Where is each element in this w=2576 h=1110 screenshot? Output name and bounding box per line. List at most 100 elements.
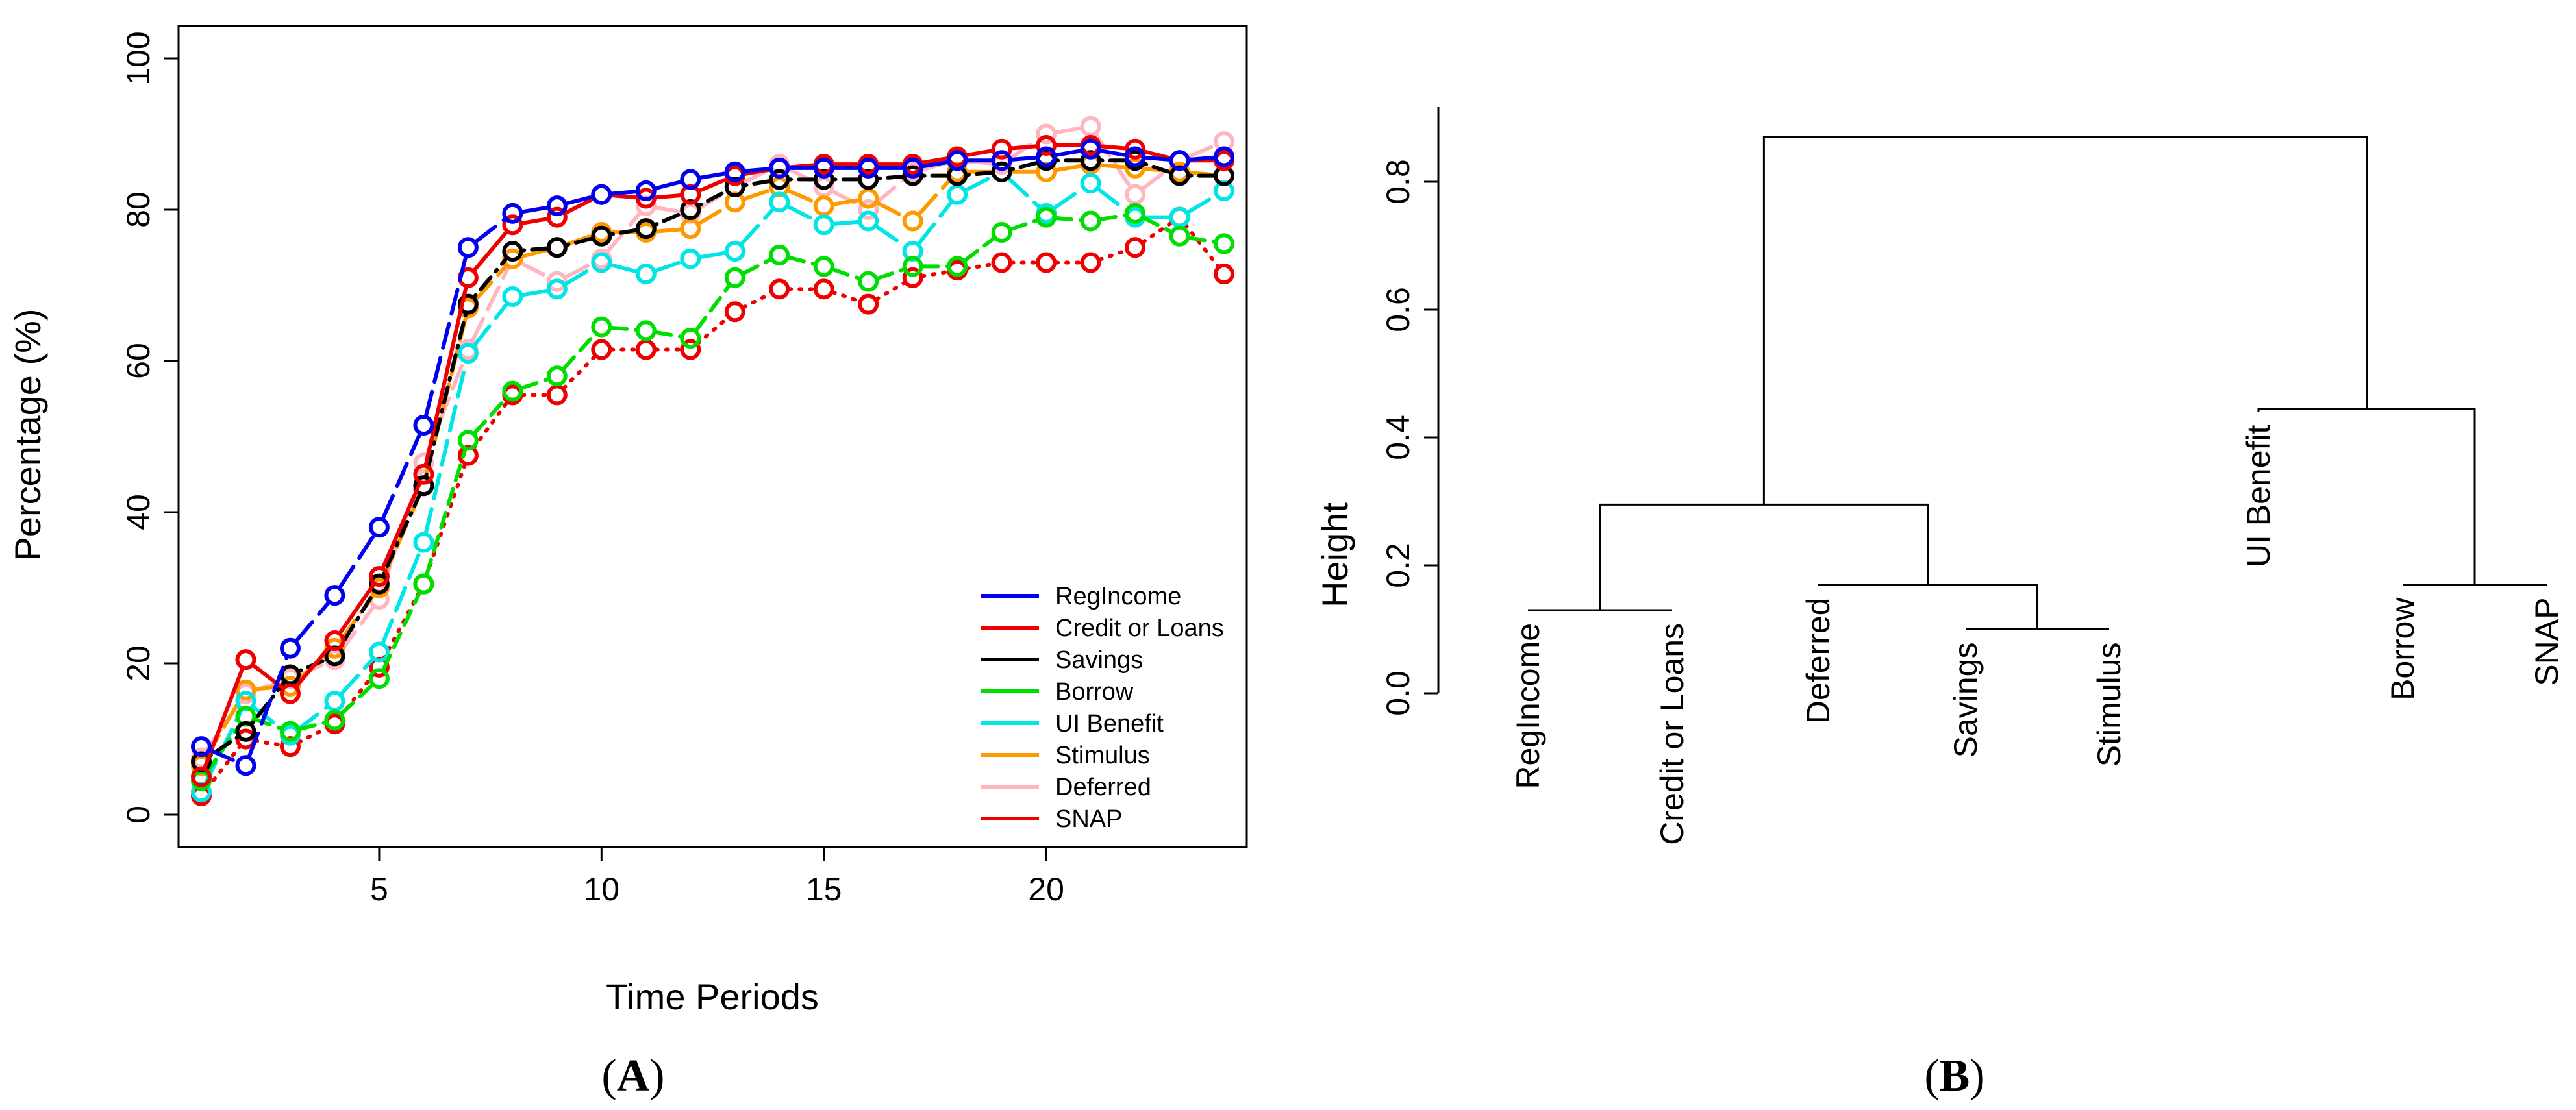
dendrogram-y-tick-label: 0.0: [1380, 671, 1416, 716]
series-segment: [423, 360, 468, 535]
data-point: [413, 415, 434, 436]
data-point: [502, 380, 523, 402]
data-point: [680, 339, 701, 360]
series-segment: [963, 236, 996, 263]
panel-b-label: (B): [1924, 1051, 1984, 1101]
dendrogram-link: [1599, 503, 1929, 610]
data-point: [279, 683, 301, 704]
series-segment: [253, 717, 283, 731]
data-point: [858, 210, 879, 232]
series-segment: [742, 179, 772, 188]
dendrogram-leaves: RegIncome Credit or Loans Deferred Savings S…: [1510, 425, 2565, 845]
dendrogram-link: [1818, 584, 2038, 630]
data-point: [1080, 173, 1101, 194]
data-point: [1125, 138, 1146, 160]
data-point: [324, 585, 345, 606]
data-point: [858, 199, 879, 220]
dendrogram-leaf-label: SNAP: [2529, 598, 2565, 686]
data-point: [858, 188, 879, 209]
series-segment: [831, 198, 861, 206]
series-segment: [1054, 216, 1083, 223]
series-segment: [472, 264, 508, 303]
series-segment: [739, 207, 775, 246]
series-segment: [694, 283, 731, 332]
series-segment: [742, 257, 773, 276]
series-segment: [874, 224, 907, 248]
series-segment: [873, 176, 908, 206]
series-segment: [653, 260, 684, 273]
series-segment: [916, 200, 953, 246]
data-point: [591, 252, 612, 273]
series-segment: [609, 193, 638, 200]
data-point: [457, 430, 479, 451]
data-point: [1080, 252, 1101, 273]
data-point: [235, 721, 256, 742]
series-segment: [253, 739, 283, 747]
dendrogram-link: [1762, 136, 2368, 505]
dendrogram-leaf-label: UI Benefit: [2240, 425, 2277, 567]
data-point: [769, 278, 790, 300]
series-segment: [1053, 126, 1083, 134]
x-tick-label: 15: [806, 871, 842, 907]
data-point: [902, 165, 923, 186]
series-segment: [423, 285, 468, 467]
series-segment: [520, 288, 550, 297]
series-segment: [1096, 187, 1130, 214]
data-point: [991, 161, 1012, 182]
series-segment: [1098, 149, 1128, 157]
series-segment: [562, 354, 597, 390]
series-segment: [520, 217, 550, 225]
panel-b-letter: B: [1940, 1051, 1970, 1101]
series-segment: [1183, 223, 1220, 269]
series-segment: [1052, 186, 1085, 210]
legend-entry: RegIncome: [1055, 583, 1181, 610]
series-segment: [564, 236, 594, 247]
data-point: [680, 248, 701, 269]
data-point: [368, 566, 390, 587]
series-segment: [471, 401, 509, 450]
series-segment: [519, 377, 550, 390]
data-point: [413, 452, 434, 474]
data-point: [635, 320, 657, 341]
dendrogram-y-axis: 0.0 0.2 0.4 0.6 0.8: [1380, 107, 1440, 716]
series-segment: [1098, 213, 1128, 221]
series-segment: [609, 228, 638, 237]
series-segment: [381, 549, 422, 645]
data-point: [1125, 146, 1146, 167]
data-point: [813, 177, 834, 198]
series-regincome: [191, 138, 1234, 776]
data-point: [457, 237, 479, 258]
data-point: [1125, 184, 1146, 205]
data-point: [502, 214, 523, 236]
data-point: [191, 766, 212, 787]
series-segment: [875, 280, 907, 301]
y-tick-label: 80: [120, 191, 156, 228]
data-point: [235, 649, 256, 671]
data-point: [1036, 134, 1057, 156]
series-segment: [1007, 176, 1042, 209]
series-segment: [653, 211, 684, 227]
series-segment: [207, 735, 240, 759]
data-point: [769, 191, 790, 213]
series-segment: [1097, 249, 1128, 262]
series-segment: [519, 247, 550, 259]
panel-b-dendrogram: 0.0 0.2 0.4 0.6 0.8 RegIncome Credit or Loans…: [1314, 107, 2565, 1101]
series-segment: [964, 149, 994, 157]
data-point: [991, 221, 1012, 243]
series-segment: [875, 267, 906, 280]
series-segment: [653, 180, 683, 191]
series-segment: [472, 302, 509, 348]
series-segment: [831, 290, 861, 303]
data-point: [546, 365, 568, 387]
data-point: [680, 218, 701, 240]
series-savings: [191, 150, 1234, 772]
data-point: [635, 218, 657, 240]
series-segment: [472, 396, 508, 436]
series-segment: [563, 265, 595, 286]
data-point: [1169, 225, 1190, 247]
series-segment: [1098, 163, 1128, 169]
series-segment: [1053, 164, 1083, 173]
legend-entry: Credit or Loans: [1055, 615, 1224, 642]
data-point: [324, 709, 345, 731]
